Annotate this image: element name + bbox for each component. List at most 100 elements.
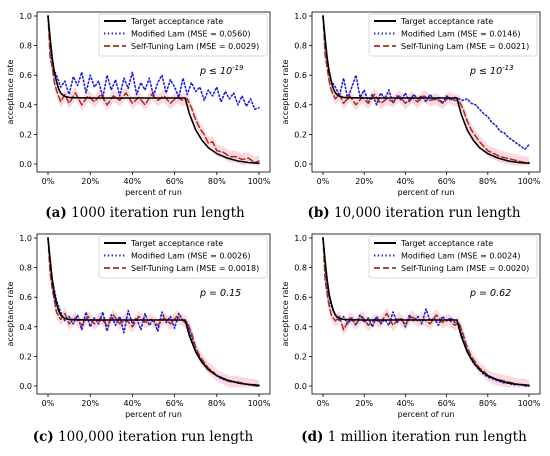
legend-entry-b-1: Modified Lam (MSE = 0.0146) (401, 30, 520, 39)
y-tick-label-a-1: 0.2 (19, 130, 32, 139)
legend-entry-c-1: Modified Lam (MSE = 0.0026) (131, 252, 250, 261)
y-tick-label-c-4: 0.8 (19, 264, 32, 273)
y-tick-label-d-1: 0.2 (294, 352, 307, 361)
y-tick-label-c-0: 0.0 (19, 382, 32, 391)
x-tick-label-d-4: 80% (479, 399, 497, 408)
series-line-b-dotted (322, 15, 530, 150)
y-tick-label-a-2: 0.4 (19, 101, 32, 110)
y-tick-label-b-3: 0.6 (294, 71, 307, 80)
x-tick-label-c-4: 80% (208, 399, 226, 408)
legend-c: Target acceptance rate Modified Lam (MSE … (98, 235, 268, 279)
y-tick-label-b-1: 0.2 (294, 130, 307, 139)
x-tick-label-d-2: 40% (397, 399, 415, 408)
x-tick-label-a-5: 100% (248, 177, 271, 186)
p-value-annotation-d-base: p = 0.62 (469, 288, 511, 299)
caption-d-letter: (d) (301, 429, 324, 445)
y-tick-label-c-3: 0.6 (19, 293, 32, 302)
y-tick-label-b-4: 0.8 (294, 42, 307, 51)
y-axis-label-b: acceptance rate (281, 59, 290, 124)
legend-box-b (368, 13, 538, 57)
p-value-annotation-c-base: p = 0.15 (199, 288, 241, 299)
legend-b: Target acceptance rate Modified Lam (MSE … (368, 13, 538, 57)
caption-c-text: 100,000 iteration run length (53, 429, 254, 445)
legend-entry-a-2: Self-Tuning Lam (MSE = 0.0029) (131, 42, 259, 51)
series-line-a-solid (47, 15, 260, 165)
axes-frame-a (36, 11, 271, 173)
p-value-annotation-c: p = 0.15 (199, 288, 241, 299)
y-tick-label-b-0: 0.0 (294, 160, 307, 169)
legend-entry-a-0: Target acceptance rate (130, 17, 223, 26)
x-tick-label-a-4: 80% (208, 177, 226, 186)
legend-entry-d-2: Self-Tuning Lam (MSE = 0.0020) (401, 264, 529, 273)
x-tick-label-c-1: 20% (81, 399, 99, 408)
p-value-annotation-b-exponent: -13 (502, 64, 513, 72)
caption-d-text: 1 million iteration run length (323, 429, 527, 445)
x-tick-label-c-3: 60% (166, 399, 184, 408)
panel-a: 0.0 0.2 0.4 0.6 0.8 1.0 0% 20% 40% 60% 80% 100% perc… (6, 11, 271, 197)
series-line-c-solid (47, 237, 260, 387)
x-tick-label-c-5: 100% (248, 399, 271, 408)
axes-frame-c (36, 233, 271, 395)
legend-entry-a-1: Modified Lam (MSE = 0.0560) (131, 30, 250, 39)
axes-frame-b (311, 11, 541, 173)
x-tick-label-b-3: 60% (438, 177, 456, 186)
panel-c: 0.0 0.2 0.4 0.6 0.8 1.0 0% 20% 40% 60% 80% 100% perc… (6, 233, 271, 419)
y-axis-label-a: acceptance rate (6, 59, 15, 124)
x-tick-label-d-0: 0% (317, 399, 330, 408)
legend-entry-d-1: Modified Lam (MSE = 0.0024) (401, 252, 520, 261)
p-value-annotation-a-base: p ≤ 10 (199, 66, 232, 77)
y-tick-label-b-5: 1.0 (294, 12, 307, 21)
legend-entry-c-2: Self-Tuning Lam (MSE = 0.0018) (131, 264, 259, 273)
caption-c-letter: (c) (32, 429, 54, 445)
legend-box-a (98, 13, 268, 57)
legend-d: Target acceptance rate Modified Lam (MSE … (368, 235, 538, 279)
y-tick-label-d-2: 0.4 (294, 323, 307, 332)
caption-a-text: 1000 iteration run length (66, 205, 245, 221)
x-axis-label-c: percent of run (125, 410, 182, 419)
x-axis-label-d: percent of run (398, 410, 455, 419)
x-tick-label-b-2: 40% (397, 177, 415, 186)
y-axis-label-c: acceptance rate (6, 281, 15, 346)
x-axis-label-b: percent of run (398, 188, 455, 197)
legend-entry-c-0: Target acceptance rate (130, 239, 223, 248)
p-value-annotation-b: p ≤ 10-13 (469, 64, 514, 77)
series-line-d-solid (322, 237, 530, 387)
panel-b: 0.0 0.2 0.4 0.6 0.8 1.0 0% 20% 40% 60% 80% 100% perc… (281, 11, 541, 197)
y-tick-label-a-5: 1.0 (19, 12, 32, 21)
caption-b-letter: (b) (307, 205, 330, 221)
x-tick-label-c-2: 40% (124, 399, 142, 408)
x-tick-label-c-0: 0% (42, 399, 55, 408)
legend-box-c (98, 235, 268, 279)
legend-entry-d-0: Target acceptance rate (400, 239, 493, 248)
series-line-b-dashed (322, 15, 530, 164)
x-axis-label-a: percent of run (125, 188, 182, 197)
x-tick-label-a-0: 0% (42, 177, 55, 186)
x-tick-label-d-5: 100% (518, 399, 541, 408)
x-tick-label-a-1: 20% (81, 177, 99, 186)
y-tick-label-d-0: 0.0 (294, 382, 307, 391)
legend-entry-b-2: Self-Tuning Lam (MSE = 0.0021) (401, 42, 529, 51)
y-tick-label-c-2: 0.4 (19, 323, 32, 332)
p-value-annotation-b-base: p ≤ 10 (469, 66, 502, 77)
x-tick-label-b-1: 20% (355, 177, 373, 186)
y-axis-label-d: acceptance rate (281, 281, 290, 346)
x-tick-label-a-2: 40% (124, 177, 142, 186)
caption-d: (d) 1 million iteration run length (278, 429, 550, 445)
y-tick-label-c-1: 0.2 (19, 352, 32, 361)
x-tick-label-b-0: 0% (317, 177, 330, 186)
legend-a: Target acceptance rate Modified Lam (MSE … (98, 13, 268, 57)
series-line-b-solid (322, 15, 530, 165)
caption-b-text: 10,000 iteration run length (329, 205, 521, 221)
y-tick-label-a-4: 0.8 (19, 42, 32, 51)
y-tick-label-d-5: 1.0 (294, 234, 307, 243)
caption-a: (a) 1000 iteration run length (14, 205, 276, 221)
p-value-annotation-d: p = 0.62 (469, 288, 511, 299)
y-tick-label-d-4: 0.8 (294, 264, 307, 273)
p-value-annotation-a: p ≤ 10-19 (199, 64, 244, 77)
panel-d: 0.0 0.2 0.4 0.6 0.8 1.0 0% 20% 40% 60% 80% 100% perc… (281, 233, 541, 419)
caption-a-letter: (a) (45, 205, 67, 221)
x-tick-label-b-4: 80% (479, 177, 497, 186)
p-value-annotation-a-exponent: -19 (232, 64, 244, 72)
